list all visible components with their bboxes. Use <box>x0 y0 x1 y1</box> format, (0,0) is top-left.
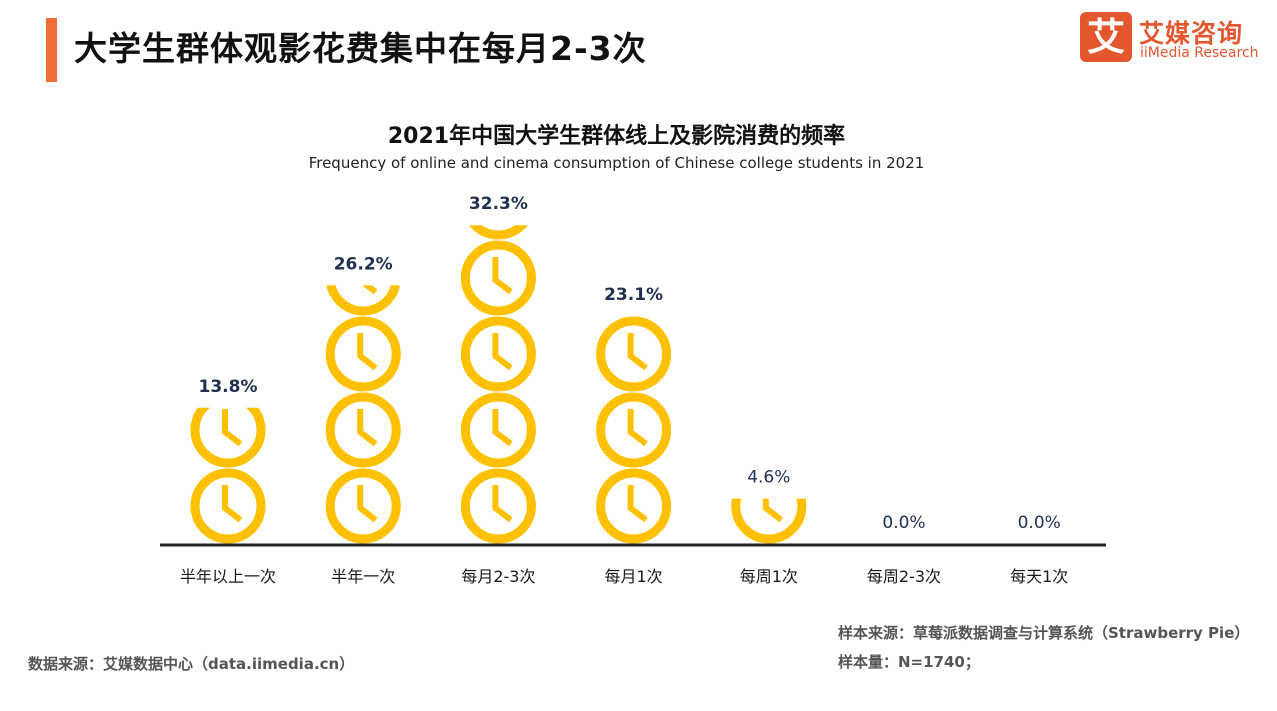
bar-1 <box>325 285 401 544</box>
value-label: 13.8% <box>199 377 258 397</box>
clock-icon <box>596 468 672 544</box>
category-label: 半年一次 <box>331 567 395 586</box>
category-label: 每周2-3次 <box>867 567 941 586</box>
logo-cn-name: 艾媒咨询 <box>1139 19 1244 48</box>
sample-size: 样本量：N=1740； <box>838 653 980 671</box>
page-title: 大学生群体观影花费集中在每月2-3次 <box>74 29 647 68</box>
value-label: 0.0% <box>882 513 925 533</box>
sample-source: 样本来源：草莓派数据调查与计算系统（Strawberry Pie） <box>838 624 1250 642</box>
clock-icon <box>460 468 536 544</box>
clock-icon <box>468 225 528 240</box>
logo-en-name: iiMedia Research <box>1140 45 1259 61</box>
value-label: 4.6% <box>747 468 790 488</box>
clock-icon <box>325 316 401 392</box>
value-label: 0.0% <box>1018 513 1061 533</box>
clock-icon <box>460 240 536 316</box>
clock-icon <box>190 468 266 544</box>
clock-icon <box>731 498 807 544</box>
clock-icon <box>460 316 536 392</box>
clock-icon <box>326 285 400 316</box>
chart-title: 2021年中国大学生群体线上及影院消费的频率 <box>387 124 846 149</box>
clock-icon <box>325 392 401 468</box>
bar-3 <box>596 316 672 544</box>
title-accent-bar <box>46 18 57 82</box>
clock-icon <box>190 407 266 468</box>
category-label: 每周1次 <box>740 567 798 586</box>
bar-2 <box>460 225 536 544</box>
bar-4 <box>731 498 807 544</box>
data-source: 数据来源：艾媒数据中心（data.iimedia.cn） <box>28 655 355 673</box>
clock-icon <box>325 468 401 544</box>
category-label: 每月1次 <box>605 567 663 586</box>
clock-icon <box>596 392 672 468</box>
category-label: 每天1次 <box>1010 567 1068 586</box>
bar-0 <box>190 407 266 544</box>
clock-icon <box>596 316 672 392</box>
chart-subtitle: Frequency of online and cinema consumpti… <box>308 154 925 172</box>
logo-mark: 艾 <box>1080 12 1132 62</box>
category-label: 每月2-3次 <box>461 567 535 586</box>
value-label: 32.3% <box>469 194 528 214</box>
category-label: 半年以上一次 <box>180 567 276 586</box>
value-label: 23.1% <box>604 285 663 305</box>
value-label: 26.2% <box>334 254 393 274</box>
clock-icon <box>460 392 536 468</box>
iimedia-logo: 艾 艾媒咨询 iiMedia Research <box>1080 12 1260 68</box>
